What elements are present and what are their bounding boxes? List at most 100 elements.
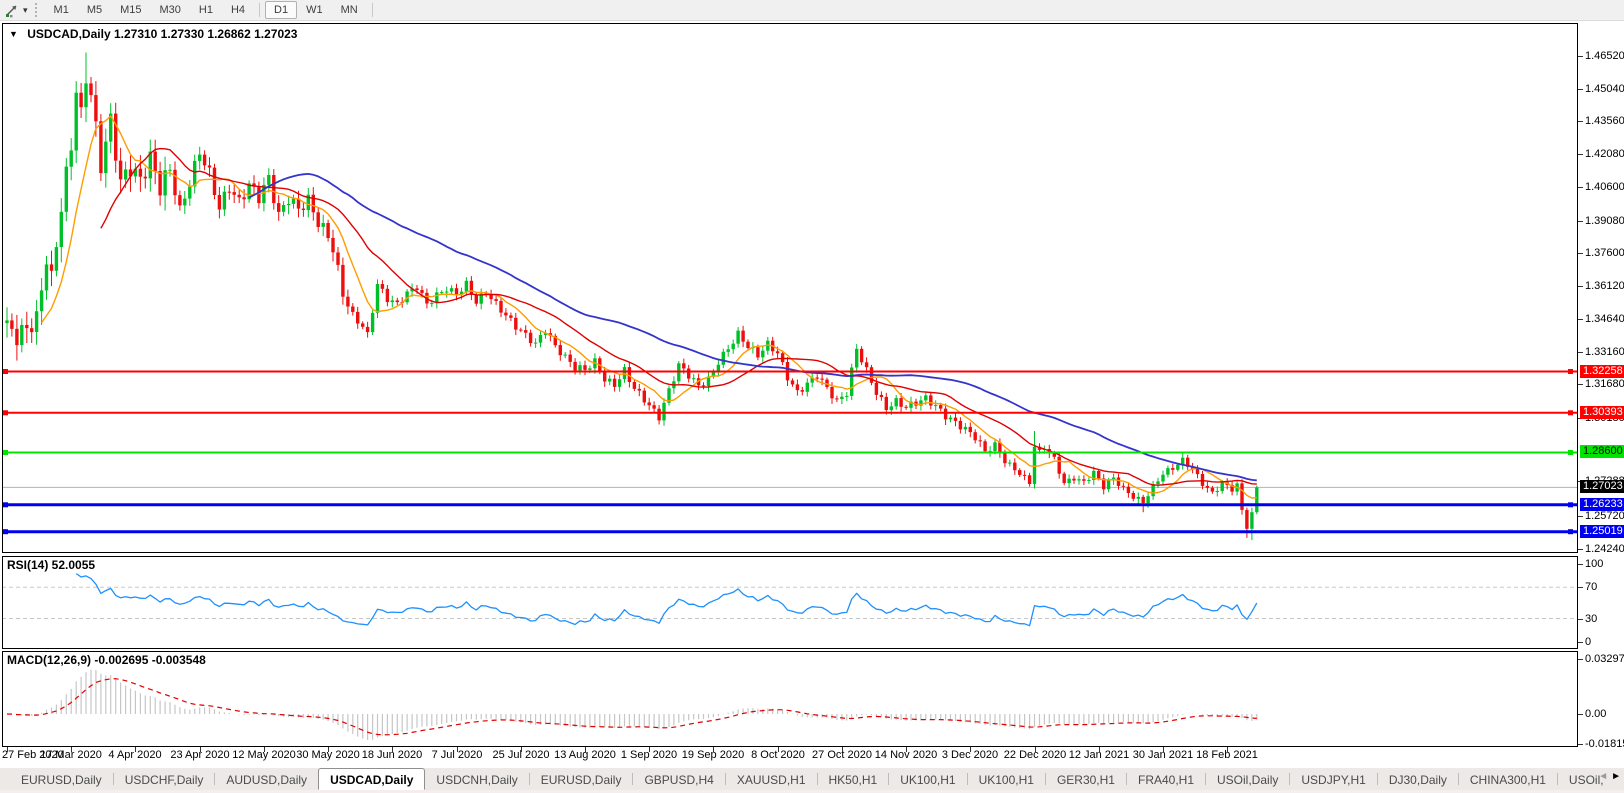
chart-ohlc-values: 1.27310 1.27330 1.26862 1.27023 <box>113 27 298 41</box>
tab-separator <box>966 773 968 785</box>
tab-separator <box>816 773 818 785</box>
timeframe-button-d1[interactable]: D1 <box>265 1 298 19</box>
rsi-line <box>75 573 1258 627</box>
chart-tab-usdjpy-h1[interactable]: USDJPY,H1 <box>1301 773 1366 787</box>
tab-separator <box>1289 773 1291 785</box>
timeframe-button-group: M1 M5 M15 M30 H1 H4 D1 W1 MN <box>45 1 378 19</box>
hline-price-badge: 1.26233 <box>1580 498 1624 511</box>
hline-1.32258[interactable] <box>2 369 1578 374</box>
timeframe-button-m30[interactable]: M30 <box>159 4 181 16</box>
tab-separator <box>1457 773 1459 785</box>
chart-tab-audusd-daily[interactable]: AUDUSD,Daily <box>226 773 308 787</box>
pointer-tool-icon[interactable] <box>5 3 22 18</box>
current-price-badge: 1.27023 <box>1580 480 1624 493</box>
chart-tab-usoil[interactable]: USOil, <box>1568 773 1604 787</box>
date-axis-label: 7 Jul 2020 <box>431 749 483 761</box>
macd-axis-label: 0.032972 <box>1585 653 1624 665</box>
date-axis-label: 30 Jan 2021 <box>1132 749 1194 761</box>
tab-scroll-left-icon[interactable]: ◄ <box>1598 771 1609 782</box>
chart-tab-gbpusd-h4[interactable]: GBPUSD,H4 <box>644 773 714 787</box>
chart-tab-china300-h1[interactable]: CHINA300,H1 <box>1469 773 1546 787</box>
tab-separator <box>1205 773 1207 785</box>
timeframe-button-m15[interactable]: M15 <box>120 4 142 16</box>
rsi-axis-label: 0 <box>1585 636 1592 648</box>
tab-separator <box>1125 773 1127 785</box>
macd-signal-line <box>6 678 1257 736</box>
hline-price-badge: 1.28600 <box>1580 445 1624 458</box>
date-axis-label: 25 Jul 2020 <box>492 749 550 761</box>
price-axis-label: 1.39080 <box>1585 215 1624 227</box>
hline-1.30393[interactable] <box>2 410 1578 416</box>
rsi-axis-label: 70 <box>1585 581 1598 593</box>
chart-tab-usdcnh-daily[interactable]: USDCNH,Daily <box>436 773 518 787</box>
chart-tab-usdchf-daily[interactable]: USDCHF,Daily <box>124 773 204 787</box>
date-axis-label: 19 Sep 2020 <box>681 749 745 761</box>
chart-tab-eurusd-daily[interactable]: EURUSD,Daily <box>21 773 102 787</box>
pointer-tool-caret-icon[interactable]: ▾ <box>23 4 28 15</box>
chart-tab-ger30-h1[interactable]: GER30,H1 <box>1056 773 1115 787</box>
tab-separator <box>888 773 890 785</box>
chart-tab-usdcad-daily[interactable]: USDCAD,Daily <box>318 768 426 790</box>
hline-1.25019[interactable] <box>2 529 1578 535</box>
date-axis-label: 27 Feb 2020 <box>2 749 64 761</box>
rsi-indicator-label: RSI(14) 52.0055 <box>7 558 96 572</box>
timeframe-button-h4[interactable]: H4 <box>230 4 246 16</box>
tab-separator <box>1044 773 1046 785</box>
chart-tab-hk50-h1[interactable]: HK50,H1 <box>828 773 878 787</box>
timeframe-button-w1[interactable]: W1 <box>306 4 323 16</box>
rsi-pane-border <box>2 556 1578 649</box>
toolbar-grip <box>34 3 37 17</box>
date-axis-label: 27 Oct 2020 <box>812 749 872 761</box>
chart-tab-eurusd-daily[interactable]: EURUSD,Daily <box>540 773 622 787</box>
chart-collapse-icon[interactable]: ▼ <box>9 29 18 39</box>
hline-1.26233[interactable] <box>2 502 1578 508</box>
axis-ticks <box>7 56 1583 752</box>
price-axis-label: 1.34640 <box>1585 313 1624 325</box>
date-axis-label: 12 Jan 2021 <box>1068 749 1130 761</box>
macd-pane-border <box>2 651 1578 747</box>
chart-tab-usoil-daily[interactable]: USOil,Daily <box>1217 773 1279 787</box>
top-toolbar: ▾ M1 M5 M15 M30 H1 H4 D1 W1 MN <box>0 0 1624 21</box>
rsi-axis-label: 30 <box>1585 613 1598 625</box>
date-axis-label: 8 Oct 2020 <box>751 749 805 761</box>
chart-symbol-period: USDCAD,Daily <box>27 27 111 41</box>
timeframe-button-m1[interactable]: M1 <box>53 4 69 16</box>
timeframe-button-m5[interactable]: M5 <box>86 4 103 16</box>
date-axis-label: 14 Nov 2020 <box>874 749 938 761</box>
hline-1.28600[interactable] <box>2 450 1578 455</box>
hline-price-badge: 1.32258 <box>1580 365 1624 378</box>
date-axis-label: 30 May 2020 <box>296 749 360 761</box>
macd-indicator-label: MACD(12,26,9) -0.002695 -0.003548 <box>7 653 206 667</box>
toolbar-separator <box>259 3 261 17</box>
ma-8-line <box>41 115 1257 499</box>
ma-20-line <box>100 147 1257 486</box>
chart-tab-uk100-h1[interactable]: UK100,H1 <box>978 773 1034 787</box>
tab-scroll-right-icon[interactable]: ► <box>1611 771 1621 782</box>
macd-axis-label: 0.00 <box>1585 708 1607 720</box>
price-axis-label: 1.33160 <box>1585 346 1624 358</box>
window-bottom-edge <box>0 790 1624 793</box>
price-axis-label: 1.40600 <box>1585 181 1624 193</box>
hline-price-badge: 1.25019 <box>1580 525 1624 538</box>
timeframe-button-h1[interactable]: H1 <box>198 4 213 16</box>
chart-tab-uk100-h1[interactable]: UK100,H1 <box>900 773 956 787</box>
date-axis-label: 13 Aug 2020 <box>554 749 616 761</box>
chart-tab-bar: EURUSD,Daily USDCHF,Daily AUDUSD,Daily USDC… <box>0 768 1624 790</box>
chart-tab-dj30-daily[interactable]: DJ30,Daily <box>1388 773 1447 787</box>
date-axis-label: 12 May 2020 <box>232 749 296 761</box>
chart-title: ▼ USDCAD,Daily 1.27310 1.27330 1.26862 1… <box>9 27 297 41</box>
price-axis-label: 1.43560 <box>1585 115 1624 127</box>
date-axis-label: 1 Sep 2020 <box>620 749 678 761</box>
macd-histogram <box>6 669 1258 740</box>
price-axis-label: 1.45040 <box>1585 83 1624 95</box>
tab-separator <box>214 773 216 785</box>
timeframe-button-mn[interactable]: MN <box>340 4 358 16</box>
chart-tab-fra40-h1[interactable]: FRA40,H1 <box>1137 773 1195 787</box>
chart-tab-xauusd-h1[interactable]: XAUUSD,H1 <box>736 773 806 787</box>
date-axis-label: 3 Dec 2020 <box>941 749 999 761</box>
price-axis-label: 1.36120 <box>1585 280 1624 292</box>
hline-price-badge: 1.30393 <box>1580 406 1624 419</box>
date-axis-label: 23 Apr 2020 <box>170 749 230 761</box>
price-axis-label: 1.25720 <box>1585 510 1624 522</box>
